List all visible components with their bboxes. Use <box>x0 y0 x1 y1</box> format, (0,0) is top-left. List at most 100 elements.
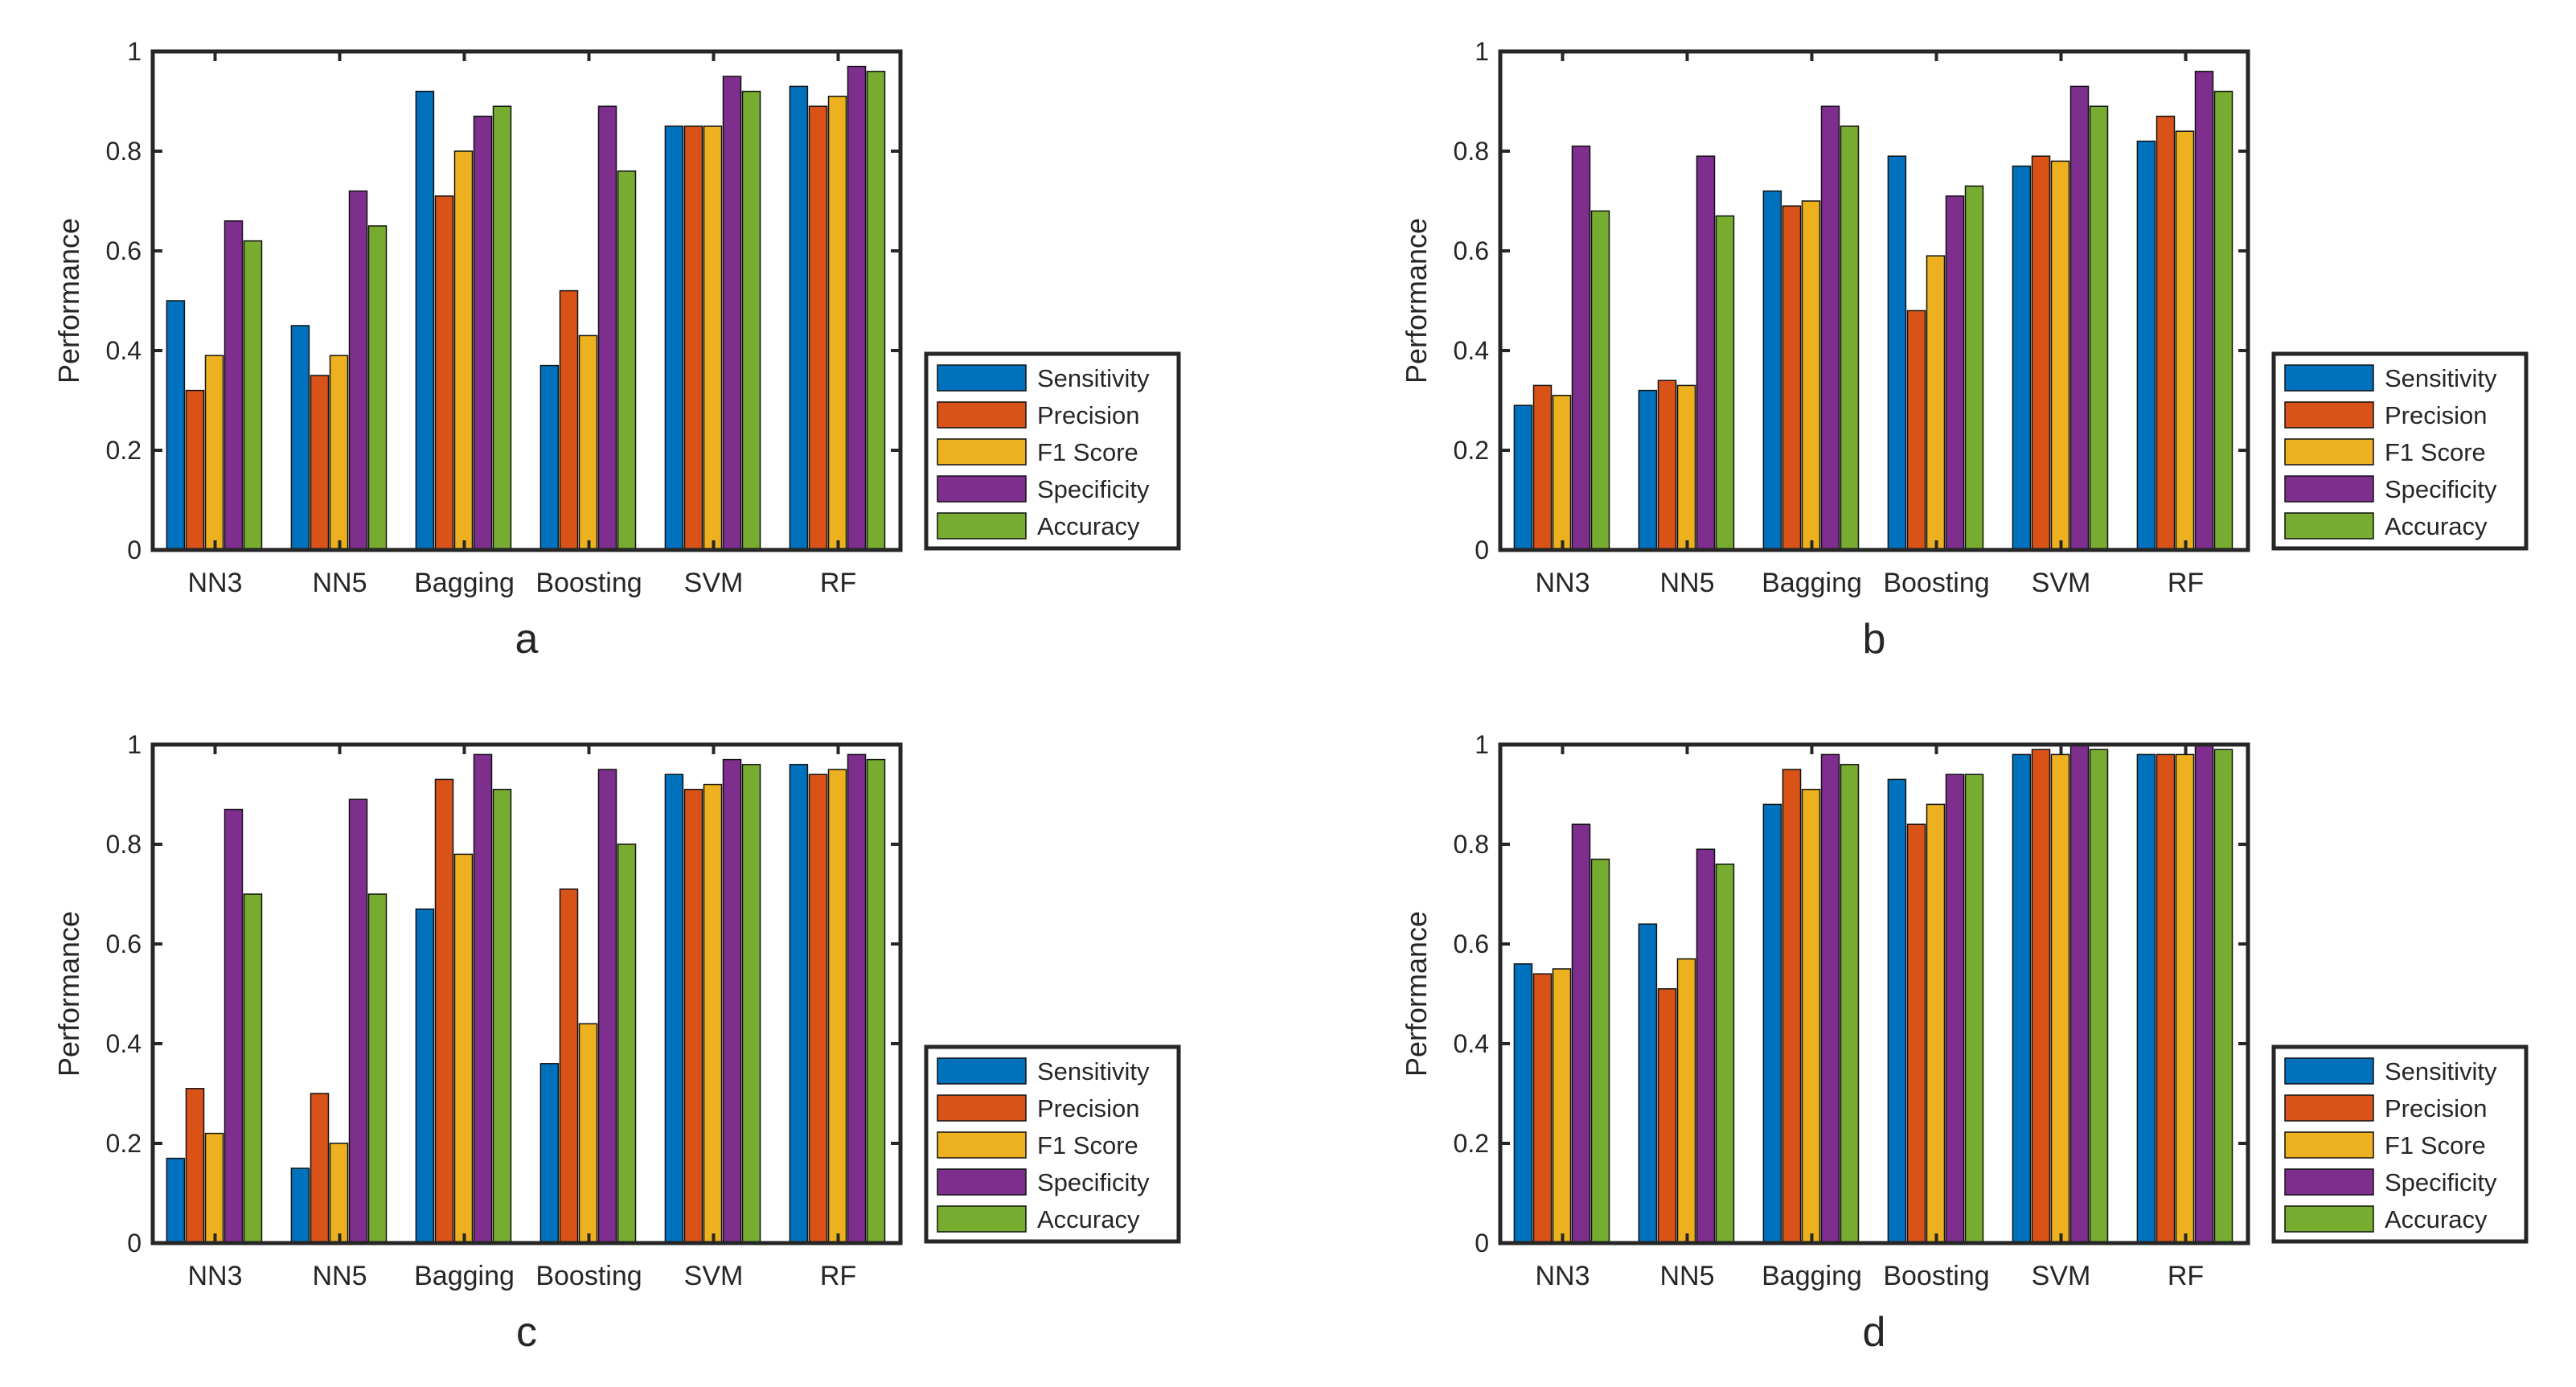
bar-sensitivity-svm <box>664 125 684 551</box>
legend-label-accuracy: Accuracy <box>2385 1205 2488 1233</box>
bar-sensitivity-boosting <box>539 1063 560 1244</box>
bar-specificity-nn5 <box>348 798 368 1244</box>
bar-f1-score-svm <box>2050 160 2070 551</box>
x-tick-label: NN3 <box>187 568 242 598</box>
bar-precision-rf <box>2156 753 2176 1244</box>
bar-specificity-rf <box>2194 71 2214 551</box>
bar-accuracy-nn5 <box>367 225 388 551</box>
chart-panel-c: 0 0.2 0.4 0.6 0.8 1 NN3 NN5 Bagging Boosting SVM RF… <box>52 730 1181 1356</box>
bars <box>1513 744 2233 1244</box>
legend-label-sensitivity: Sensitivity <box>1037 364 1150 392</box>
legend-swatch-precision <box>937 401 1027 429</box>
legend-swatch-sensitivity <box>2284 1057 2374 1085</box>
bar-precision-nn3 <box>1532 973 1553 1244</box>
bar-sensitivity-nn3 <box>166 1157 186 1244</box>
bar-sensitivity-bagging <box>415 908 435 1244</box>
bar-accuracy-nn3 <box>1590 210 1610 551</box>
legend-label-accuracy: Accuracy <box>1037 1205 1140 1233</box>
x-tick-label: RF <box>2168 1261 2204 1291</box>
x-tick-label: NN5 <box>1659 568 1714 598</box>
y-tick-label: 0 <box>127 536 142 564</box>
bar-sensitivity-nn5 <box>1638 389 1658 551</box>
bar-sensitivity-nn3 <box>1513 963 1533 1244</box>
y-tick-label: 1 <box>1475 37 1489 66</box>
bar-specificity-boosting <box>597 105 617 551</box>
bar-specificity-nn5 <box>1696 155 1716 551</box>
bar-sensitivity-nn3 <box>166 300 186 551</box>
legend-swatch-precision <box>937 1094 1027 1122</box>
bar-f1-score-nn3 <box>204 355 224 551</box>
y-tick-label: 0 <box>127 1229 142 1258</box>
y-tick-label: 0.2 <box>106 1129 142 1158</box>
x-tick-label: Boosting <box>535 568 642 598</box>
legend: Sensitivity Precision F1 Score Specificity A… <box>924 1044 1181 1244</box>
x-tick-label: SVM <box>2032 568 2091 598</box>
legend-label-precision: Precision <box>2385 1094 2488 1122</box>
bar-sensitivity-nn5 <box>1638 923 1658 1244</box>
y-tick-label: 0.6 <box>1454 236 1489 265</box>
bar-accuracy-svm <box>741 764 761 1244</box>
legend: Sensitivity Precision F1 Score Specificity A… <box>2271 1044 2529 1244</box>
bar-specificity-boosting <box>597 769 617 1244</box>
legend-swatch-f1-score <box>2284 1131 2374 1159</box>
axes-box <box>1498 742 2250 1245</box>
legend-label-precision: Precision <box>2385 401 2488 429</box>
x-tick-label: NN5 <box>312 568 367 598</box>
y-tick-label: 0.4 <box>1454 336 1489 365</box>
bar-precision-nn5 <box>310 375 330 551</box>
bar-sensitivity-svm <box>2012 753 2032 1244</box>
legend: Sensitivity Precision F1 Score Specificity A… <box>924 351 1181 551</box>
x-tick-label: SVM <box>684 1261 744 1291</box>
x-tick-label: RF <box>2168 568 2204 598</box>
bar-sensitivity-boosting <box>539 364 560 551</box>
bar-accuracy-nn3 <box>243 240 263 551</box>
legend-swatch-f1-score <box>937 1131 1027 1159</box>
chart-panel-b: 0 0.2 0.4 0.6 0.8 1 NN3 NN5 Bagging Boosting SVM RF… <box>1400 37 2529 663</box>
bar-specificity-nn3 <box>1571 146 1591 551</box>
bar-specificity-svm <box>722 758 742 1244</box>
x-tick-label: NN5 <box>1659 1261 1714 1291</box>
bar-sensitivity-bagging <box>415 90 435 551</box>
bar-specificity-rf <box>847 65 867 551</box>
x-tick-label: RF <box>820 568 856 598</box>
legend-swatch-precision <box>2284 401 2374 429</box>
y-tick-label: 0.2 <box>1454 436 1489 465</box>
bar-f1-score-nn5 <box>329 355 349 551</box>
x-tick-label: Boosting <box>1883 568 1989 598</box>
bar-precision-rf <box>2156 115 2176 551</box>
bar-f1-score-boosting <box>1926 255 1946 551</box>
x-tick-label: Bagging <box>1762 568 1862 598</box>
bar-accuracy-bagging <box>1840 764 1860 1244</box>
legend-label-specificity: Specificity <box>2385 475 2497 503</box>
bar-sensitivity-rf <box>789 764 809 1244</box>
bar-accuracy-boosting <box>617 843 637 1244</box>
bar-sensitivity-bagging <box>1762 803 1782 1244</box>
panel-label: d <box>1863 1309 1886 1356</box>
bar-specificity-boosting <box>1945 195 1965 551</box>
bar-accuracy-nn5 <box>367 893 388 1244</box>
bar-sensitivity-svm <box>664 774 684 1244</box>
bar-f1-score-svm <box>703 783 723 1244</box>
x-tick-label: NN3 <box>1535 568 1589 598</box>
legend-label-accuracy: Accuracy <box>2385 512 2488 540</box>
bar-f1-score-nn5 <box>1676 958 1696 1244</box>
bar-f1-score-bagging <box>453 853 474 1244</box>
x-tick-label: SVM <box>2032 1261 2091 1291</box>
bar-precision-bagging <box>1782 769 1802 1244</box>
bar-accuracy-boosting <box>1964 185 1984 551</box>
y-tick-label: 0.2 <box>1454 1129 1489 1158</box>
bar-f1-score-svm <box>2050 753 2070 1244</box>
x-tick-label: Boosting <box>535 1261 642 1291</box>
legend-label-sensitivity: Sensitivity <box>2385 364 2497 392</box>
y-tick-label: 1 <box>127 37 142 66</box>
bar-precision-svm <box>2031 155 2051 551</box>
bar-specificity-nn5 <box>348 190 368 551</box>
legend-swatch-sensitivity <box>937 1057 1027 1085</box>
y-tick-label: 1 <box>127 730 142 759</box>
chart-panel-d: 0 0.2 0.4 0.6 0.8 1 NN3 NN5 Bagging Boosting SVM RF… <box>1400 730 2529 1356</box>
legend-label-precision: Precision <box>1037 401 1140 429</box>
bar-specificity-svm <box>2069 744 2090 1244</box>
bar-specificity-nn3 <box>224 220 244 551</box>
bar-sensitivity-rf <box>2136 140 2156 551</box>
x-tick-label: Boosting <box>1883 1261 1989 1291</box>
